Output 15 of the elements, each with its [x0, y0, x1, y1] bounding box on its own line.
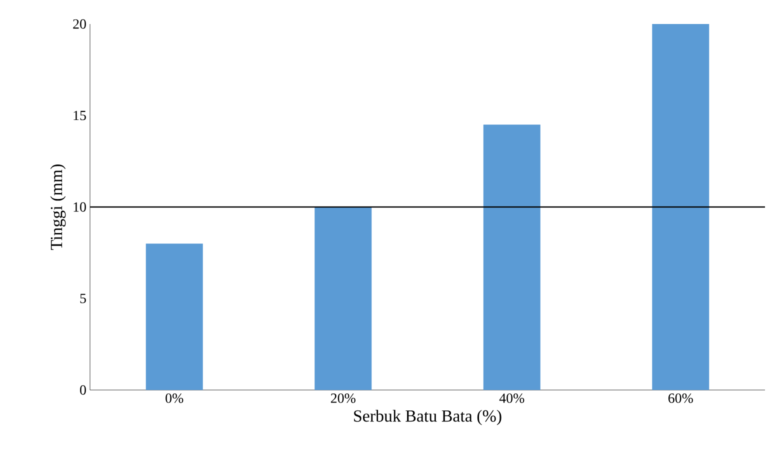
y-tick-label: 15: [74, 110, 86, 120]
x-tick-label: 60%: [668, 394, 693, 403]
y-tick-label: 0: [80, 385, 86, 395]
y-tick-label: 20: [73, 19, 86, 29]
bar: [483, 124, 540, 390]
bar: [314, 207, 372, 390]
y-tick-label: 10: [74, 202, 86, 212]
bar: [652, 24, 710, 390]
y-tick-label: 5: [80, 294, 86, 304]
bar: [146, 244, 203, 390]
x-tick-label: 0%: [166, 394, 184, 403]
y-axis-title: Tinggi (mm): [50, 164, 66, 250]
x-tick-label: 40%: [499, 394, 524, 403]
x-tick-label: 20%: [330, 394, 356, 403]
x-axis-title: Serbuk Batu Bata (%): [354, 410, 502, 426]
